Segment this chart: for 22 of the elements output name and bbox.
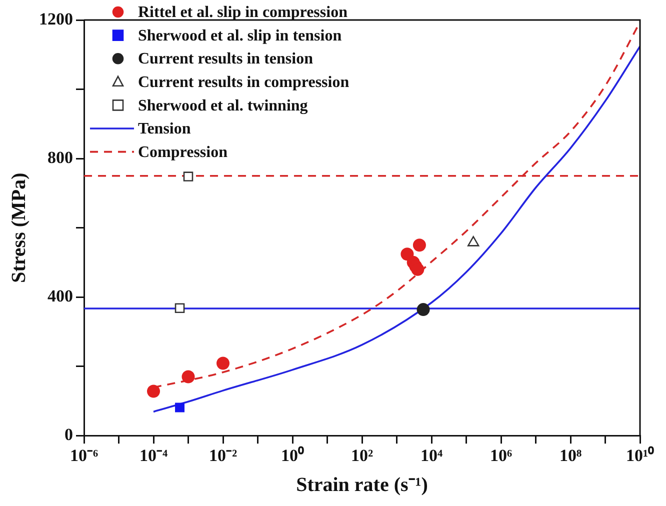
legend-label: Current results in compression: [138, 74, 350, 92]
x-tick-label: 10¹⁰: [626, 446, 654, 466]
x-tick-label: 10⁻²: [208, 446, 238, 466]
x-tick-label: 10⁻⁴: [139, 446, 168, 466]
x-tick-label: 10⁴: [420, 446, 443, 466]
legend-label: Tension: [138, 120, 191, 138]
legend-label: Rittel et al. slip in compression: [138, 4, 348, 22]
y-tick-label: 1200: [39, 9, 73, 28]
legend-label: Sherwood et al. twinning: [138, 97, 308, 114]
x-tick-label: 10⁶: [490, 446, 512, 466]
x-tick-label: 10⁰: [281, 446, 304, 466]
legend-label: Current results in tension: [138, 50, 314, 68]
x-tick-label: 10⁻⁶: [70, 446, 98, 466]
legend-label: Compression: [138, 144, 228, 161]
x-tick-label: 10²: [350, 446, 374, 466]
x-axis-title: Strain rate (s⁻¹): [296, 474, 428, 496]
y-tick-label: 800: [48, 148, 73, 167]
y-axis-title: Stress (MPa): [8, 172, 30, 283]
y-tick-label: 400: [48, 286, 73, 306]
legend-label: Sherwood et al. slip in tension: [138, 27, 342, 44]
y-tick-label: 0: [64, 424, 73, 444]
x-tick-label: 10⁸: [559, 446, 582, 466]
